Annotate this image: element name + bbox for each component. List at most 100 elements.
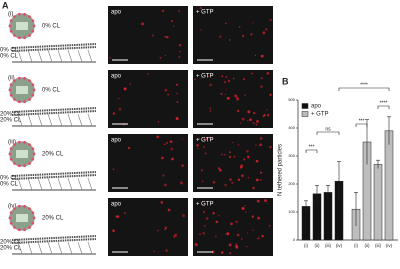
particle: [266, 203, 269, 205]
vesicle-protein: [9, 83, 13, 87]
vesicle-protein: [13, 79, 16, 83]
particle: [229, 151, 231, 153]
vesicle-protein: [28, 97, 31, 101]
bilayer: [11, 107, 97, 113]
particle: [209, 107, 212, 110]
row-label: (iv): [8, 204, 16, 210]
particle: [156, 135, 159, 139]
particle: [266, 114, 270, 117]
image-label: + GTP: [196, 202, 214, 208]
particle: [209, 136, 212, 139]
vesicle-protein: [28, 225, 31, 229]
particle: [199, 6, 202, 10]
particle: [163, 143, 166, 146]
particle: [246, 232, 249, 234]
particle: [202, 232, 205, 235]
particle: [242, 78, 246, 81]
particle: [181, 164, 184, 167]
particle: [253, 112, 256, 115]
particle: [203, 224, 206, 227]
particle: [242, 34, 245, 37]
particle: [255, 159, 259, 163]
particle: [157, 121, 160, 123]
particle: [201, 180, 204, 183]
particle: [247, 176, 250, 179]
particle: [246, 150, 249, 153]
particle: [226, 232, 230, 236]
vesicle-protein: [17, 164, 21, 168]
particle: [220, 92, 223, 96]
tether: [17, 177, 23, 191]
particle: [156, 229, 159, 232]
vesicle-protein: [28, 79, 31, 83]
particle: [252, 229, 254, 231]
bilayer-label: 20% CL: [0, 118, 22, 124]
vesicle-core: [16, 86, 28, 94]
particle: [220, 251, 224, 254]
bilayer-label: 0% CL: [0, 176, 19, 182]
particle: [207, 75, 209, 78]
particle: [218, 214, 220, 217]
vesicle-protein: [13, 33, 16, 37]
significance-label: ***: [309, 144, 315, 150]
particle: [161, 156, 164, 160]
particle: [151, 34, 154, 37]
particle: [269, 145, 272, 149]
vesicle-protein: [8, 216, 12, 220]
bilayer-label: 20% CL: [0, 246, 22, 252]
tether: [27, 49, 33, 63]
particle: [182, 214, 186, 218]
particle: [212, 180, 216, 184]
vesicle-protein: [9, 19, 13, 23]
vesicle-protein: [31, 19, 35, 23]
particle: [225, 233, 227, 235]
particle: [123, 87, 127, 91]
particle: [260, 77, 263, 80]
particle: [233, 155, 236, 158]
bar: [384, 130, 394, 241]
tether: [77, 241, 83, 255]
image-label: + GTP: [196, 74, 214, 80]
x-tick-label: (iii): [375, 243, 381, 248]
particle: [197, 147, 200, 150]
particle: [200, 29, 202, 31]
particle: [237, 143, 240, 146]
vesicle-protein: [23, 36, 27, 40]
particle: [247, 155, 250, 159]
vesicle-protein: [9, 93, 13, 97]
particle: [237, 178, 241, 182]
vesicle-protein: [31, 157, 35, 161]
particle: [167, 93, 169, 96]
particle: [176, 92, 178, 95]
particle: [166, 142, 168, 144]
particle: [171, 157, 174, 161]
particle: [229, 178, 232, 181]
particle: [256, 178, 259, 182]
particle: [164, 228, 166, 231]
significance-bracket: [305, 149, 318, 153]
bilayer: [11, 174, 97, 180]
bilayer: [11, 46, 97, 52]
particle: [205, 217, 209, 220]
particle: [118, 107, 122, 111]
bilayer-label: 20% CL: [0, 240, 22, 246]
particle: [221, 75, 224, 78]
particle: [244, 204, 246, 207]
tether: [77, 113, 83, 127]
particle: [229, 39, 231, 41]
vesicle-core: [16, 22, 28, 30]
particle: [124, 212, 127, 215]
x-tick-label: (iii): [325, 243, 331, 248]
particle: [269, 18, 272, 22]
significance-label: ****: [380, 100, 388, 106]
particle: [241, 117, 245, 121]
tether: [17, 113, 23, 127]
particle: [255, 144, 257, 146]
particle: [212, 212, 215, 215]
y-tick-label: 500: [288, 97, 295, 102]
particle: [261, 234, 264, 238]
particle: [176, 83, 178, 86]
micrograph: [108, 134, 188, 192]
vesicle-protein: [23, 140, 27, 144]
tether: [47, 49, 53, 63]
